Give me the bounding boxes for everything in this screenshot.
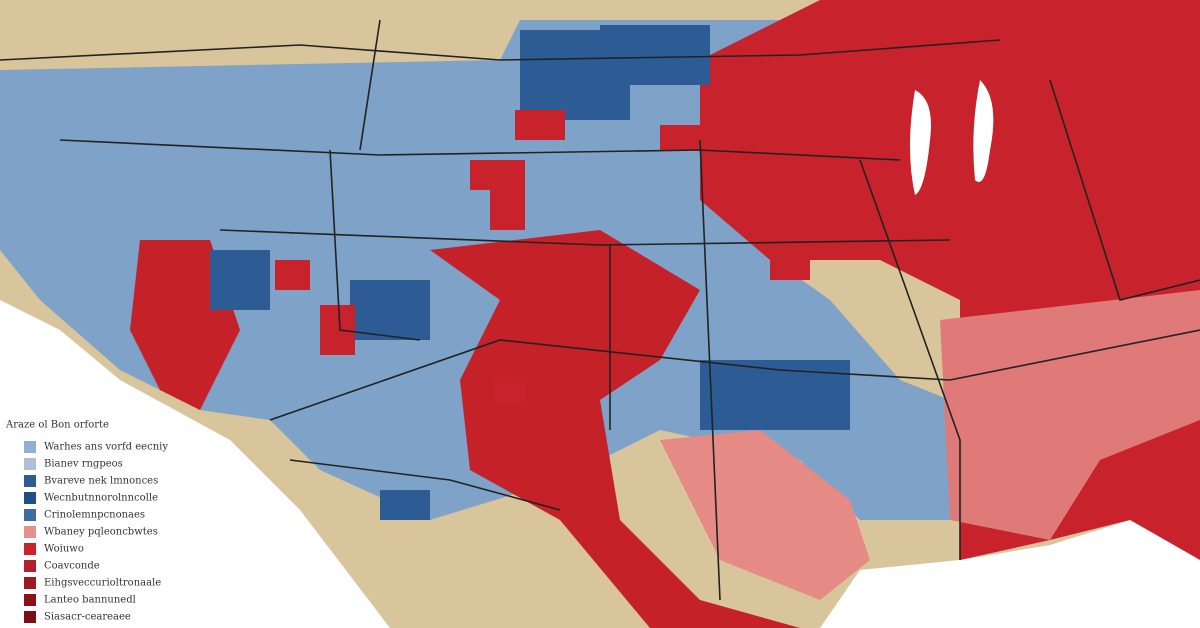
legend-label: Crinolemnpcnonaes	[44, 510, 145, 521]
legend-label: Woiuwo	[44, 544, 84, 555]
legend-label: Wbaney pqleoncbwtes	[44, 527, 158, 538]
legend-swatch	[24, 577, 36, 589]
legend-swatch	[24, 492, 36, 504]
legend-label: Wecnbutnnorolnncolle	[44, 493, 158, 504]
lakes	[910, 80, 994, 195]
dark-blue-patches	[210, 25, 850, 520]
legend-swatch	[24, 543, 36, 555]
legend-swatch	[24, 526, 36, 538]
red-region	[430, 230, 800, 628]
legend-swatch	[24, 594, 36, 606]
legend-label: Eihgsveccurioltronaale	[44, 578, 161, 589]
legend-label: Bvareve nek lmnonces	[44, 476, 158, 487]
legend-title: Araze ol Bon orforte	[5, 420, 109, 431]
legend-swatch	[24, 611, 36, 623]
legend-label: Siasacr-ceareaee	[44, 612, 131, 623]
legend-label: Lanteo bannunedl	[44, 595, 136, 606]
legend-label: Bianev rngpeos	[44, 459, 123, 470]
legend-swatch	[24, 509, 36, 521]
salmon-region	[940, 290, 1200, 540]
legend: Araze ol Bon orforte Warhes ans vorfd ee…	[5, 420, 168, 623]
legend-swatch	[24, 560, 36, 572]
legend-swatch	[24, 441, 36, 453]
red-patches	[275, 110, 810, 403]
salmon-region	[660, 430, 870, 600]
legend-swatch	[24, 458, 36, 470]
state-borders	[0, 19, 1200, 601]
legend-label: Coavconde	[44, 561, 100, 572]
legend-label: Warhes ans vorfd eecniy	[44, 442, 168, 453]
legend-swatch	[24, 475, 36, 487]
